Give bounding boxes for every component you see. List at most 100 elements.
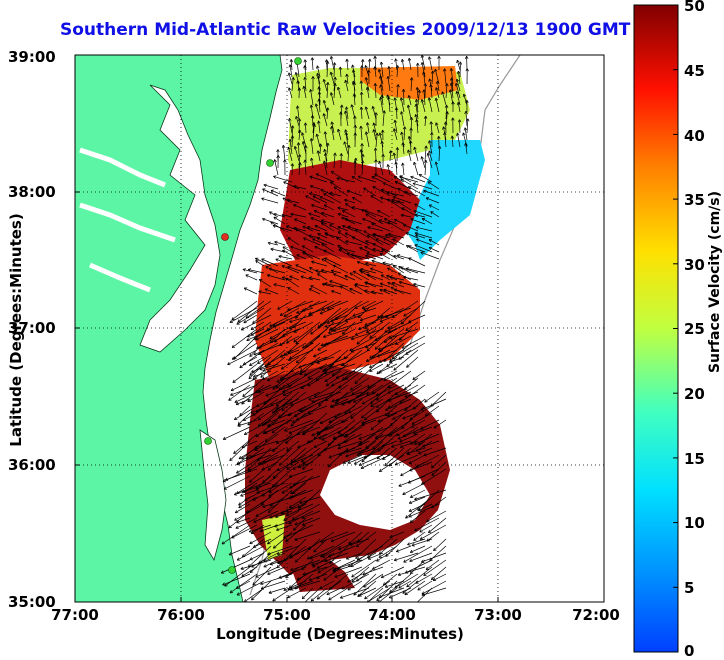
vector-head [260, 531, 263, 532]
vector-head [237, 523, 240, 524]
x-tick-label: 77:00 [51, 606, 99, 624]
vector-head [392, 282, 395, 283]
vector-head [288, 266, 291, 267]
velocity-vector [460, 62, 461, 77]
vector-head [329, 458, 332, 459]
colorbar-tick-label: 25 [684, 320, 705, 338]
vector-head [256, 436, 259, 437]
vector-head [412, 546, 415, 547]
y-axis-label: Latitude (Degrees:Minutes) [7, 213, 25, 446]
vector-head [380, 283, 383, 284]
station-marker [267, 160, 274, 167]
vector-head [300, 374, 303, 375]
vector-head [407, 586, 410, 587]
vector-head [302, 469, 305, 470]
vector-head [410, 561, 413, 562]
vector-head [380, 197, 383, 198]
station-marker-alert [222, 234, 229, 241]
colorbar-tick-label: 20 [684, 385, 705, 403]
vector-head [389, 466, 392, 467]
colorbar-tick-label: 35 [684, 191, 705, 209]
vector-head [423, 447, 426, 448]
vector-head [351, 418, 354, 419]
vector-head [286, 577, 289, 578]
vector-head [289, 499, 292, 500]
vector-head [393, 196, 396, 197]
vector-head [377, 357, 380, 358]
vector-head [225, 480, 228, 481]
velocity-vector [376, 148, 377, 161]
vector-head [362, 607, 365, 608]
vector-head [403, 419, 406, 420]
vector-head [411, 218, 414, 219]
velocity-vector [460, 120, 461, 133]
vector-head [389, 362, 392, 363]
vector-head [294, 342, 297, 343]
x-tick-label: 74:00 [368, 606, 416, 624]
colorbar-tick-label: 10 [684, 514, 705, 532]
vector-head [336, 378, 339, 379]
vector-head [262, 425, 265, 426]
colorbar-tick-label: 40 [684, 127, 705, 145]
vector-head [367, 253, 370, 254]
vector-head [302, 569, 305, 570]
vector-head [357, 261, 360, 262]
vector-head [233, 382, 236, 383]
vector-head [310, 559, 313, 560]
vector-head [378, 350, 381, 351]
vector-head [406, 518, 409, 519]
colorbar-tick-label: 50 [684, 0, 705, 15]
colorbar-tick-label: 30 [684, 256, 705, 274]
vector-head [229, 527, 232, 528]
vector-head [241, 496, 244, 497]
vector-head [275, 527, 278, 528]
vector-head [411, 176, 414, 177]
vector-head [414, 540, 417, 541]
vector-head [320, 542, 323, 543]
vector-head [262, 218, 265, 219]
vector-head [291, 246, 294, 247]
x-tick-label: 75:00 [263, 606, 311, 624]
vector-head [361, 418, 364, 419]
colorbar-tick-label: 15 [684, 450, 705, 468]
vector-head [321, 212, 324, 213]
vector-head [362, 605, 363, 608]
colorbar-label: Surface Velocity (cm/s) [707, 191, 723, 373]
vector-head [340, 598, 343, 599]
vector-head [251, 413, 254, 414]
vector-head [260, 584, 263, 585]
vector-head [338, 433, 341, 434]
vector-head [414, 210, 417, 211]
vector-head [408, 246, 411, 247]
vector-head [257, 460, 260, 461]
vector-head [276, 388, 279, 389]
vector-head [331, 290, 334, 291]
colorbar-tick-label: 45 [684, 62, 705, 80]
vector-head [293, 493, 296, 494]
colorbar-tick-label: 0 [684, 642, 694, 660]
x-tick-label: 72:00 [572, 606, 620, 624]
x-axis-label: Longitude (Degrees:Minutes) [216, 625, 464, 643]
vector-head [282, 410, 285, 411]
vector-head [359, 454, 362, 455]
x-tick-label: 76:00 [157, 606, 205, 624]
vector-head [291, 570, 294, 571]
vector-head [309, 314, 312, 315]
velocity-vector [404, 89, 405, 105]
vector-head [345, 321, 348, 322]
vector-head [400, 447, 403, 448]
station-marker [295, 58, 302, 65]
vector-head [258, 392, 261, 393]
station-marker [205, 438, 212, 445]
vector-head [338, 449, 341, 450]
colorbar [634, 5, 678, 652]
x-tick-label: 73:00 [474, 606, 522, 624]
vector-head [367, 274, 370, 275]
vector-head [384, 289, 387, 290]
y-tick-label: 35:00 [8, 593, 56, 611]
vector-head [263, 507, 266, 508]
vector-head [365, 210, 368, 211]
y-tick-label: 36:00 [8, 456, 56, 474]
vector-head [309, 580, 312, 581]
